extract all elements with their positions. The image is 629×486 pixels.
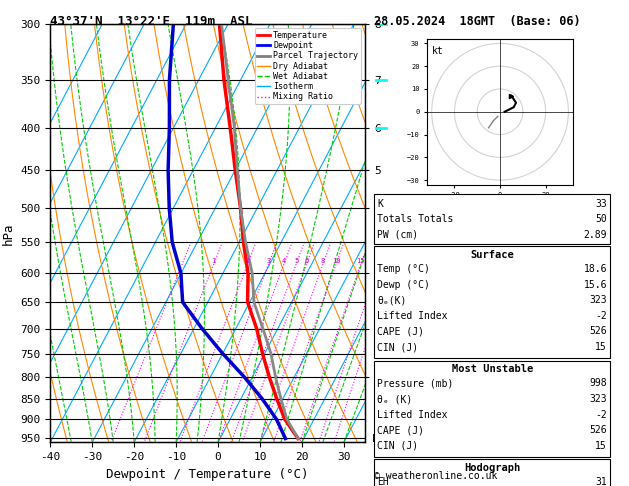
Text: © weatheronline.co.uk: © weatheronline.co.uk: [374, 471, 498, 481]
Text: PW (cm): PW (cm): [377, 230, 418, 240]
Text: θₑ (K): θₑ (K): [377, 394, 413, 404]
Legend: Temperature, Dewpoint, Parcel Trajectory, Dry Adiabat, Wet Adiabat, Isotherm, Mi: Temperature, Dewpoint, Parcel Trajectory…: [255, 29, 360, 104]
Text: 526: 526: [589, 425, 607, 435]
Text: -2: -2: [595, 410, 607, 419]
Text: 50: 50: [595, 214, 607, 224]
Text: 33: 33: [595, 199, 607, 208]
Text: Lifted Index: Lifted Index: [377, 410, 448, 419]
Text: 526: 526: [589, 327, 607, 336]
Text: K: K: [377, 199, 383, 208]
Text: 15: 15: [357, 258, 365, 264]
Y-axis label: km
ASL: km ASL: [384, 223, 405, 243]
Y-axis label: hPa: hPa: [2, 222, 15, 244]
Text: Surface: Surface: [470, 250, 514, 260]
Text: -2: -2: [595, 311, 607, 321]
Text: 31: 31: [595, 477, 607, 486]
Text: 15: 15: [595, 441, 607, 451]
Text: θₑ(K): θₑ(K): [377, 295, 407, 305]
Text: kt: kt: [431, 46, 443, 56]
X-axis label: Dewpoint / Temperature (°C): Dewpoint / Temperature (°C): [106, 468, 309, 481]
Text: 5: 5: [294, 258, 298, 264]
Text: Hodograph: Hodograph: [464, 463, 520, 472]
Text: 10: 10: [332, 258, 340, 264]
Text: 15.6: 15.6: [584, 280, 607, 290]
Text: 323: 323: [589, 295, 607, 305]
Text: 18.6: 18.6: [584, 264, 607, 274]
Text: LCL: LCL: [372, 434, 389, 444]
Text: 2.89: 2.89: [584, 230, 607, 240]
Text: Dewp (°C): Dewp (°C): [377, 280, 430, 290]
Text: Totals Totals: Totals Totals: [377, 214, 454, 224]
Text: Lifted Index: Lifted Index: [377, 311, 448, 321]
Text: 15: 15: [595, 342, 607, 352]
Text: 3: 3: [266, 258, 270, 264]
Text: CIN (J): CIN (J): [377, 342, 418, 352]
Text: CAPE (J): CAPE (J): [377, 327, 425, 336]
Text: Most Unstable: Most Unstable: [452, 364, 533, 374]
Text: CAPE (J): CAPE (J): [377, 425, 425, 435]
Text: 4: 4: [282, 258, 286, 264]
Text: EH: EH: [377, 477, 389, 486]
Text: Temp (°C): Temp (°C): [377, 264, 430, 274]
Text: 28.05.2024  18GMT  (Base: 06): 28.05.2024 18GMT (Base: 06): [374, 15, 581, 28]
Text: 323: 323: [589, 394, 607, 404]
Text: 43°37'N  13°22'E  119m  ASL: 43°37'N 13°22'E 119m ASL: [50, 15, 253, 28]
Text: 6: 6: [304, 258, 308, 264]
Text: 1: 1: [211, 258, 216, 264]
Text: Pressure (mb): Pressure (mb): [377, 379, 454, 388]
Text: 8: 8: [321, 258, 325, 264]
Text: CIN (J): CIN (J): [377, 441, 418, 451]
Text: 998: 998: [589, 379, 607, 388]
Text: 2: 2: [245, 258, 250, 264]
